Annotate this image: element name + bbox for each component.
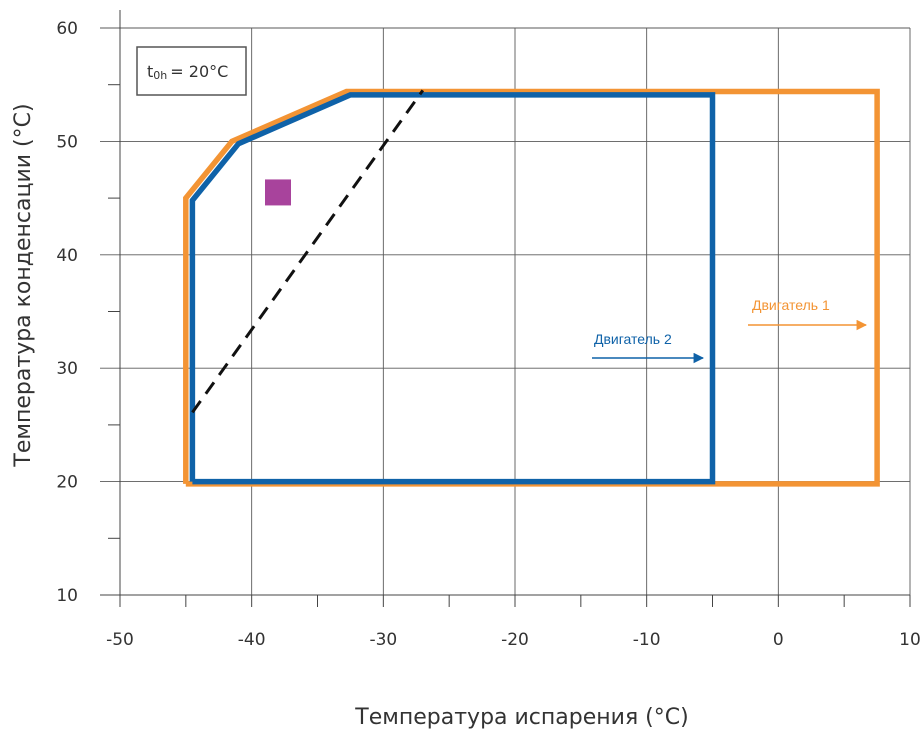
- series-line-1: [183, 88, 880, 487]
- y-tick-label: 30: [56, 359, 78, 379]
- series-label-2-text: Двигатель 2: [594, 331, 672, 347]
- y-tick-label: 20: [56, 473, 78, 493]
- minor-ticks: [108, 84, 911, 607]
- annotation-text: t0h = 20°C: [147, 62, 228, 82]
- x-tick-label: -20: [501, 630, 529, 650]
- x-tick-label: -10: [633, 630, 661, 650]
- x-tick-label: -40: [238, 630, 266, 650]
- x-tick-label: -30: [369, 630, 397, 650]
- axes: [100, 10, 910, 596]
- x-tick-label: 0: [773, 630, 784, 650]
- square-marker: [265, 179, 291, 206]
- series-label-engine-1: Двигатель 1: [748, 297, 868, 331]
- annotation-frame: [136, 46, 247, 96]
- annotation-value: = 20°C: [170, 62, 228, 81]
- y-tick-label: 40: [56, 246, 78, 266]
- x-tick-labels: -50 -40 -30 -20 -10 0 10: [106, 630, 921, 650]
- dashed-line: [191, 89, 425, 414]
- annotation-box: t0h = 20°C: [136, 46, 247, 96]
- x-tick-label: 10: [899, 630, 921, 650]
- series-label-engine-2: Двигатель 2: [592, 331, 705, 364]
- series-label-1-text: Двигатель 1: [752, 297, 830, 313]
- y-axis-title: Температура конденсации (°C): [11, 103, 36, 467]
- series-line-2: [189, 92, 716, 485]
- y-tick-label: 60: [56, 19, 78, 39]
- y-tick-labels: 10 20 30 40 50 60: [56, 19, 78, 606]
- annotation-subscript: 0h: [153, 69, 167, 82]
- dashed-line-layer: [191, 89, 425, 414]
- x-tick-label: -50: [106, 630, 134, 650]
- x-axis-title: Температура испарения (°C): [354, 705, 688, 730]
- annotation-main: t: [147, 62, 153, 81]
- y-tick-label: 10: [56, 586, 78, 606]
- series-layer: [183, 88, 880, 487]
- y-tick-label: 50: [56, 132, 78, 152]
- marker-layer: [265, 179, 291, 206]
